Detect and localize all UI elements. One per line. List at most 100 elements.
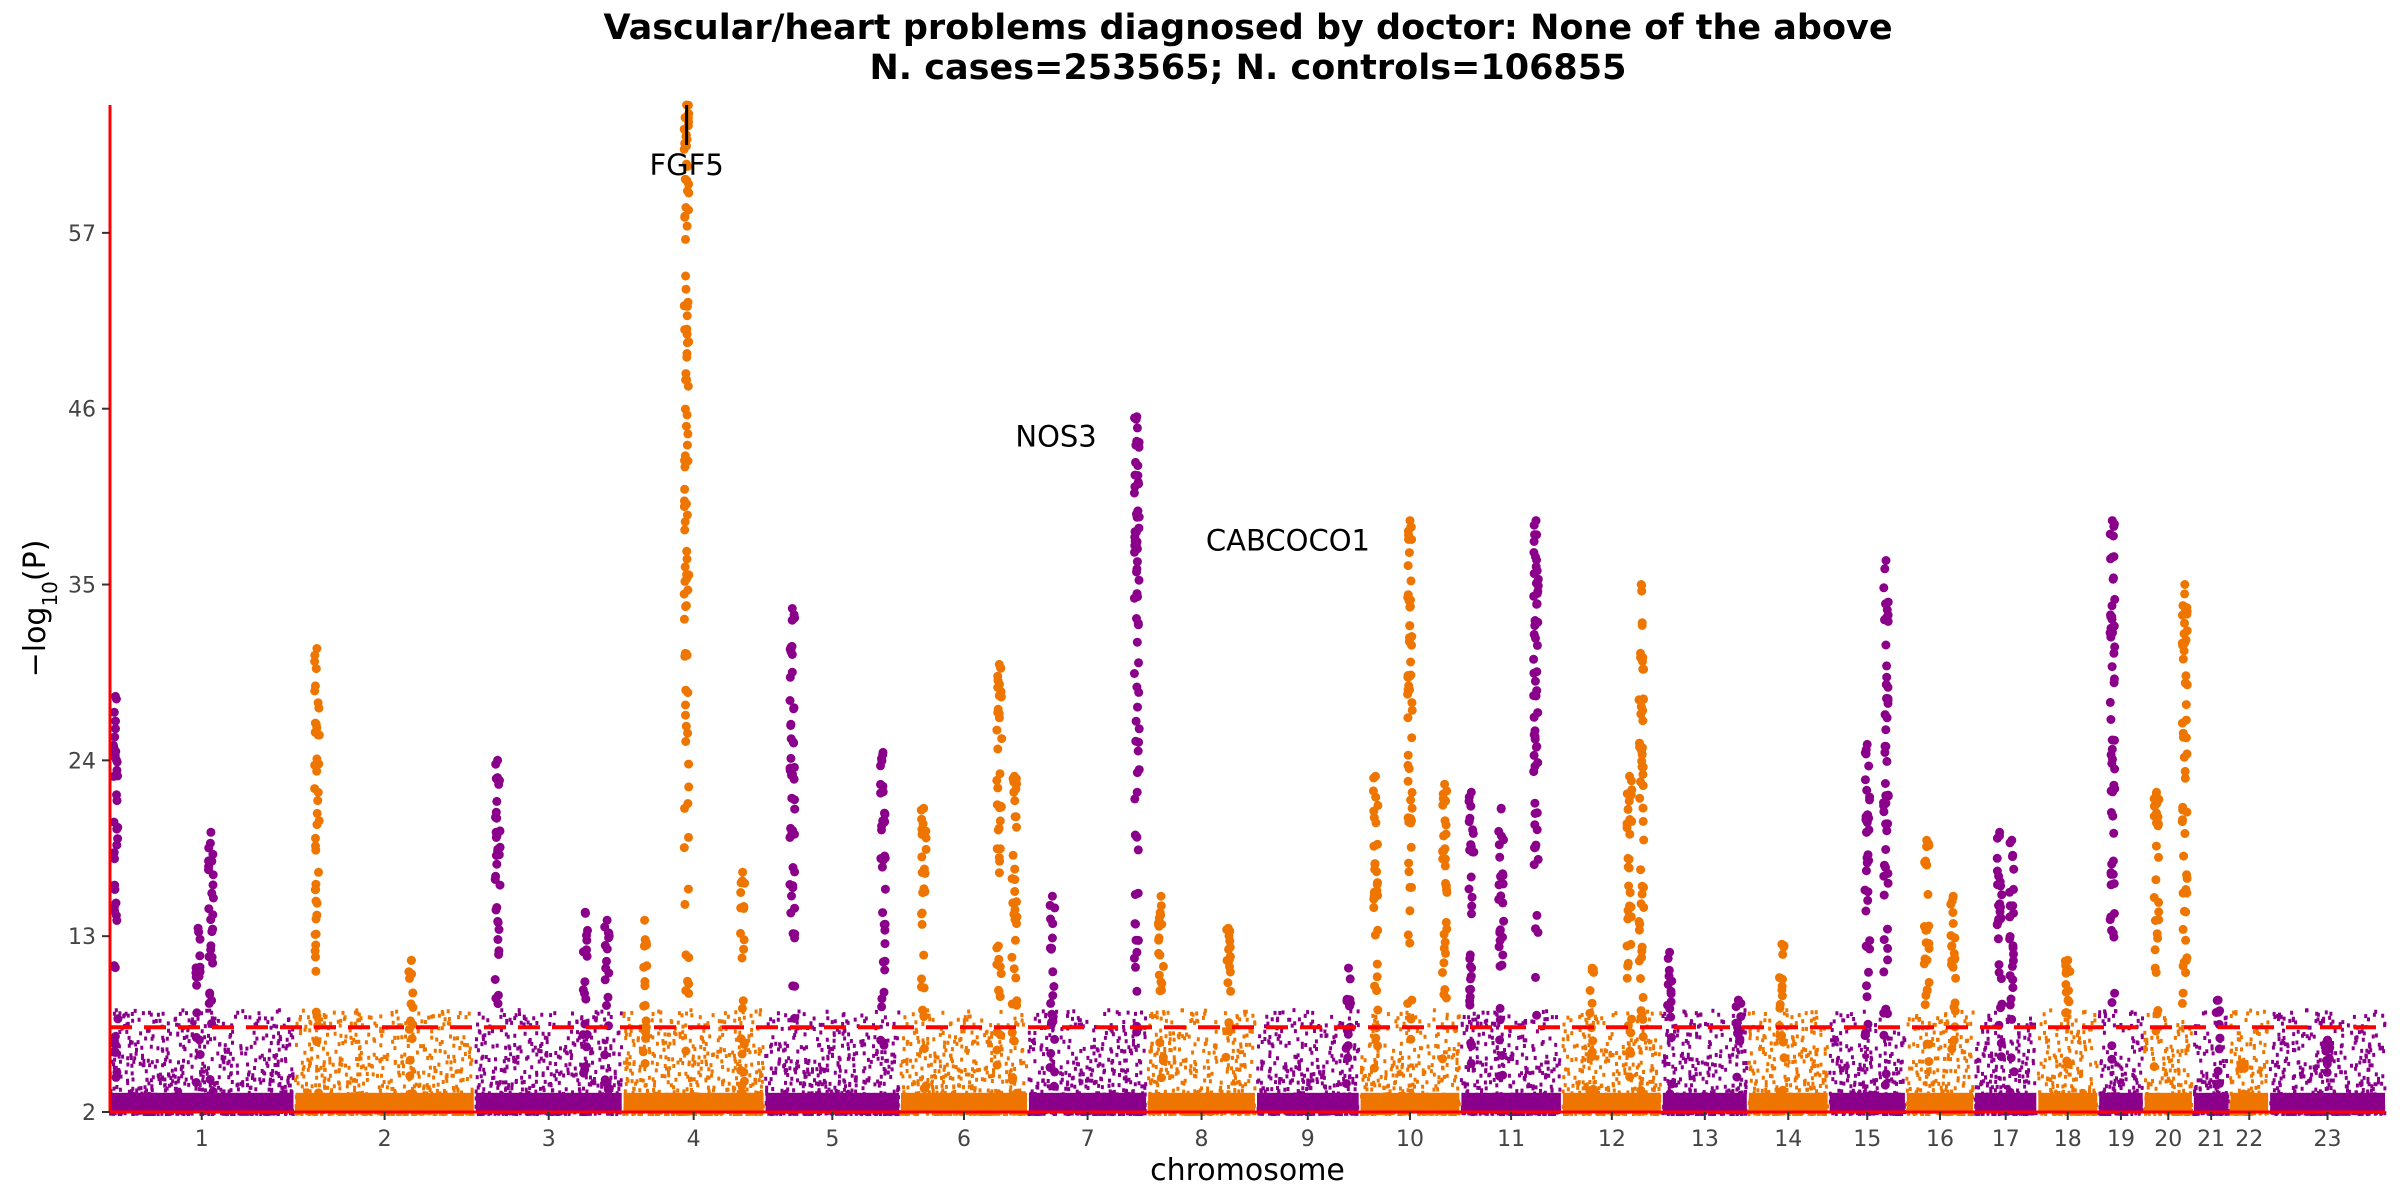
- snp-point: [1530, 820, 1540, 830]
- snp-point: [600, 1050, 610, 1060]
- chromosome-15-points: [1828, 556, 1907, 1116]
- snp-point: [679, 843, 689, 853]
- snp-point: [2182, 873, 2192, 883]
- snp-point: [1133, 746, 1143, 756]
- snp-point: [2005, 1087, 2015, 1097]
- snp-point: [1862, 942, 1872, 952]
- peak-top-point: [2007, 835, 2017, 845]
- peak-top-point: [2213, 995, 2223, 1005]
- snp-point: [2109, 909, 2119, 918]
- snp-point: [1130, 794, 1140, 804]
- snp-point: [1046, 1048, 1056, 1058]
- snp-point: [1638, 1032, 1648, 1042]
- snp-point: [195, 962, 205, 972]
- snp-point: [1531, 552, 1540, 562]
- snp-point: [684, 337, 694, 347]
- points-layer: [108, 100, 2387, 1116]
- snp-point: [1950, 998, 1960, 1008]
- snp-point: [1050, 1034, 1060, 1044]
- snp-point: [788, 881, 798, 891]
- snp-point: [785, 832, 795, 842]
- snp-point: [876, 761, 885, 771]
- snp-point: [582, 1042, 591, 1052]
- snp-point: [1403, 930, 1413, 940]
- snp-point: [1735, 1036, 1745, 1046]
- snp-point: [787, 891, 796, 901]
- snp-point: [407, 969, 417, 979]
- snp-point: [1369, 894, 1379, 904]
- snp-point: [492, 903, 502, 912]
- snp-point: [682, 221, 692, 231]
- peak-top-point: [2180, 580, 2190, 589]
- snp-point: [2150, 963, 2160, 973]
- snp-point: [2214, 1007, 2223, 1017]
- snp-point: [1665, 1093, 1675, 1103]
- snp-point: [1622, 823, 1632, 833]
- snp-point: [1495, 1035, 1505, 1045]
- snp-point: [1012, 1088, 1022, 1098]
- snp-point: [1882, 826, 1892, 836]
- snp-point: [876, 779, 885, 789]
- snp-point: [1880, 710, 1890, 720]
- snp-point: [604, 968, 614, 978]
- chromosome-12-points: [1561, 580, 1663, 1116]
- snp-point: [1881, 798, 1891, 808]
- snp-point: [1007, 952, 1017, 962]
- peak-top-point: [919, 803, 929, 813]
- snp-point: [1372, 886, 1382, 896]
- snp-point: [681, 700, 690, 710]
- chromosome-20-points: [2143, 580, 2194, 1116]
- snp-point: [2107, 735, 2117, 745]
- snp-point: [204, 843, 214, 853]
- snp-cloud: [1146, 1008, 1257, 1116]
- snp-point: [1636, 777, 1645, 787]
- snp-point: [1369, 903, 1379, 913]
- snp-point: [2009, 884, 2018, 894]
- snp-point: [1530, 616, 1540, 625]
- snp-point: [880, 808, 889, 818]
- snp-point: [2180, 589, 2190, 599]
- chart-title-block: Vascular/heart problems diagnosed by doc…: [0, 8, 2400, 88]
- snp-point: [1880, 779, 1890, 788]
- chromosome-8-points: [1146, 891, 1257, 1116]
- snp-point: [681, 284, 691, 294]
- snp-density-band: [2144, 1092, 2192, 1112]
- snp-point: [1626, 912, 1636, 922]
- snp-point: [878, 1092, 887, 1102]
- snp-point: [1879, 967, 1889, 977]
- snp-point: [1158, 961, 1168, 971]
- snp-point: [2179, 646, 2189, 656]
- peak-top-point: [1636, 580, 1646, 589]
- snp-point: [602, 1001, 611, 1010]
- snp-point: [1864, 761, 1874, 771]
- snp-point: [1992, 853, 2002, 863]
- snp-point: [2215, 1033, 2225, 1043]
- snp-point: [2181, 968, 2191, 978]
- chromosome-7-points: [1027, 412, 1148, 1116]
- snp-point: [878, 787, 888, 797]
- snp-cloud: [1973, 1010, 2038, 1116]
- snp-point: [1637, 620, 1647, 630]
- snp-point: [992, 960, 1002, 969]
- snp-point: [2181, 671, 2191, 681]
- snp-point: [878, 908, 888, 918]
- snp-point: [1637, 953, 1647, 962]
- snp-point: [1626, 1028, 1636, 1038]
- y-axis-ticks: 2 13 24 35 46 57: [68, 222, 110, 1126]
- snp-point: [1438, 854, 1448, 864]
- snp-point: [1134, 575, 1144, 585]
- snp-point: [681, 375, 691, 385]
- snp-point: [109, 707, 119, 717]
- x-tick-label: 20: [2154, 1127, 2182, 1152]
- snp-point: [1046, 998, 1056, 1008]
- snp-point: [1993, 934, 2003, 944]
- snp-point: [2109, 552, 2119, 562]
- snp-point: [1406, 1014, 1416, 1024]
- snp-point: [1404, 817, 1414, 827]
- snp-point: [1924, 921, 1934, 931]
- snp-point: [1343, 1053, 1353, 1063]
- snp-point: [192, 980, 202, 990]
- snp-point: [1626, 790, 1636, 800]
- snp-point: [993, 783, 1003, 793]
- peak-top-point: [878, 747, 888, 757]
